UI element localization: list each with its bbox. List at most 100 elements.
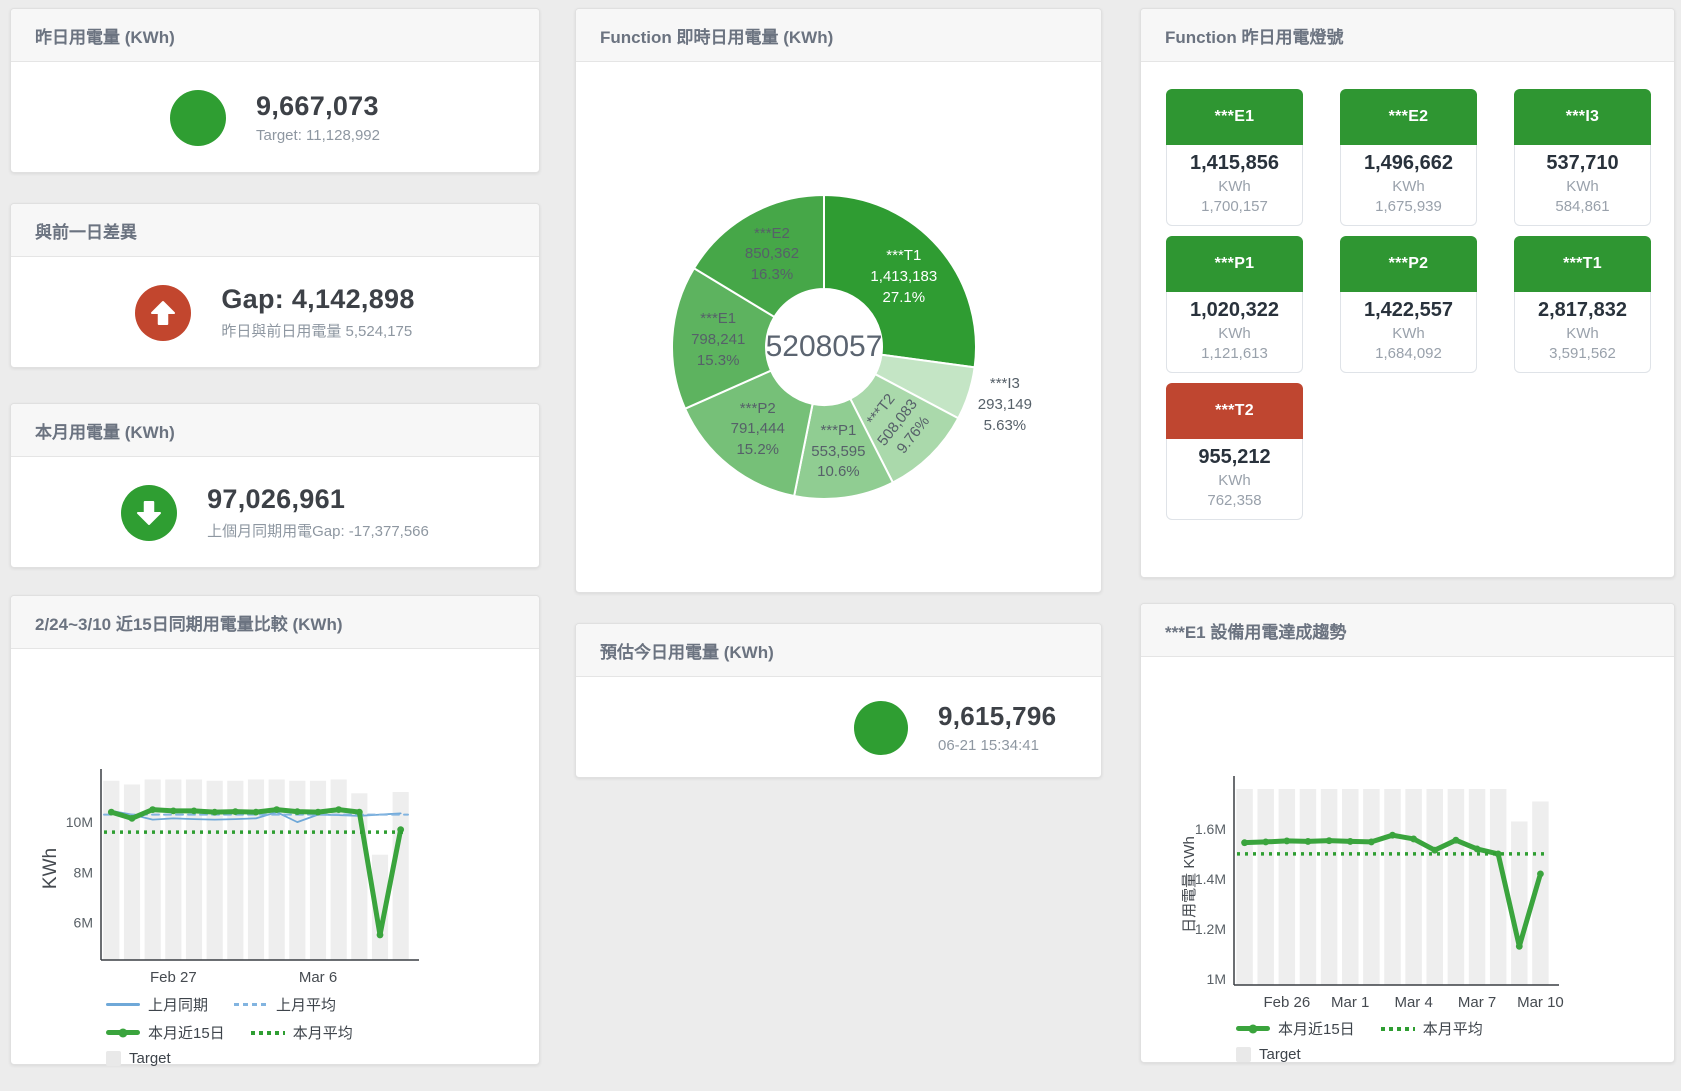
stat-timestamp: 06-21 15:34:41 — [938, 737, 1039, 754]
svg-text:KWh: KWh — [40, 848, 61, 889]
svg-text:1.2M: 1.2M — [1195, 921, 1226, 937]
tile-unit: KWh — [1566, 325, 1599, 342]
tile-target-value: 1,700,157 — [1201, 198, 1268, 215]
e1-trend-svg: 1M 1.2M 1.4M 1.6M Feb 26 Mar 1 Mar 4 Mar 7 Mar 1… — [1181, 776, 1564, 1011]
legend-item[interactable]: Target — [106, 1050, 171, 1067]
svg-text:1M: 1M — [1207, 971, 1226, 987]
pie-slice-E2[interactable] — [692, 193, 825, 319]
up-arrow-icon — [135, 284, 192, 341]
card-title: 預估今日用電量 (KWh) — [576, 624, 1101, 677]
tile-target-value: 3,591,562 — [1549, 345, 1616, 362]
card-title: Function 即時日用電量 (KWh) — [576, 9, 1101, 62]
down-arrow-icon — [121, 484, 178, 541]
tile-usage-value: 1,496,662 — [1364, 152, 1453, 174]
target-bar — [1426, 788, 1444, 985]
card-title: 本月用電量 (KWh) — [11, 404, 539, 457]
stat-body: 97,026,961 上個月同期用電Gap: -17,377,566 — [11, 457, 539, 568]
card-today-estimate: 預估今日用電量 (KWh) 9,615,796 06-21 15:34:41 — [575, 623, 1102, 778]
tile-device-name: ***I3 — [1514, 89, 1651, 145]
tile-device-name: ***T1 — [1514, 236, 1651, 292]
card-title: Function 昨日用電燈號 — [1141, 9, 1674, 62]
legend-item[interactable]: 本月近15日 — [1236, 1018, 1355, 1039]
tile-device-name: ***E1 — [1166, 89, 1303, 145]
tile-unit: KWh — [1218, 325, 1251, 342]
stat-value: 97,026,961 — [207, 484, 346, 514]
e1-trend-line-chart: 1M 1.2M 1.4M 1.6M Feb 26 Mar 1 Mar 4 Mar 7 Mar 1… — [1141, 657, 1674, 1063]
tile-usage-value: 955,212 — [1198, 446, 1271, 468]
chart-legend: 上月同期 上月平均 本月近15日 本月平均 Target — [106, 994, 539, 1067]
device-status-tile-e2: ***E2 1,496,662 KWh 1,675,939 — [1340, 89, 1477, 226]
device-status-tile-t2: ***T2 955,212 KWh 762,358 — [1166, 383, 1303, 520]
tile-usage-value: 1,415,856 — [1190, 152, 1279, 174]
card-yesterday-status-lights: Function 昨日用電燈號 ***E1 1,415,856 KWh 1,70… — [1140, 8, 1675, 578]
legend-item[interactable]: 本月平均 — [1380, 1018, 1483, 1039]
stat-subtext: 昨日與前日用電量 5,524,175 — [221, 323, 413, 340]
tile-target-value: 1,684,092 — [1375, 345, 1442, 362]
card-e1-trend: ***E1 設備用電達成趨勢 1M 1.2M 1.4M 1.6M Feb 26 Mar 1… — [1140, 603, 1675, 1063]
svg-text:6M: 6M — [74, 914, 93, 930]
svg-text:10M: 10M — [66, 814, 93, 830]
target-bar — [1447, 788, 1465, 985]
target-bar — [1405, 788, 1422, 985]
card-15day-comparison: 2/24~3/10 近15日同期用電量比較 (KWh) 6M 8M 10M Feb 2… — [10, 595, 540, 1067]
stat-value: 9,615,796 — [938, 701, 1057, 731]
svg-text:Feb 27: Feb 27 — [150, 969, 197, 985]
tile-target-value: 584,861 — [1555, 198, 1610, 215]
device-status-tile-i3: ***I3 537,710 KWh 584,861 — [1514, 89, 1651, 226]
target-bar — [1489, 788, 1507, 985]
legend-item[interactable]: 本月平均 — [250, 1022, 353, 1043]
status-circle-icon — [854, 700, 908, 755]
svg-text:Mar 1: Mar 1 — [1331, 994, 1369, 1009]
pie-slice-E1[interactable] — [671, 266, 776, 411]
target-bar — [309, 780, 327, 960]
target-bar — [247, 779, 265, 960]
target-bar — [1532, 801, 1549, 985]
compare-15d-svg: 6M 8M 10M Feb 27 Mar 6 KWh — [40, 769, 419, 986]
device-status-tile-t1: ***T1 2,817,832 KWh 3,591,562 — [1514, 236, 1651, 373]
device-status-tile-p2: ***P2 1,422,557 KWh 1,684,092 — [1340, 236, 1477, 373]
card-title: 與前一日差異 — [11, 204, 539, 257]
svg-text:8M: 8M — [74, 864, 93, 880]
card-yesterday-usage: 昨日用電量 (KWh) 9,667,073 Target: 11,128,992 — [10, 8, 540, 173]
target-bar — [1384, 788, 1401, 985]
tile-usage-value: 1,422,557 — [1364, 299, 1453, 321]
legend-item[interactable]: 本月近15日 — [106, 1022, 225, 1043]
donut-svg — [671, 193, 977, 500]
stat-body: 9,615,796 06-21 15:34:41 — [576, 677, 1101, 778]
legend-item[interactable]: 上月同期 — [106, 994, 208, 1015]
svg-text:Feb 26: Feb 26 — [1263, 994, 1310, 1009]
target-bar — [392, 792, 409, 960]
tile-unit: KWh — [1392, 325, 1425, 342]
target-bar — [123, 784, 141, 960]
target-bar — [103, 780, 120, 960]
card-title: 2/24~3/10 近15日同期用電量比較 (KWh) — [11, 596, 539, 649]
svg-text:Mar 10: Mar 10 — [1517, 994, 1564, 1009]
target-bar — [289, 780, 306, 960]
target-bar — [1299, 788, 1317, 985]
svg-text:Mar 4: Mar 4 — [1394, 994, 1432, 1009]
pie-slice-P2[interactable] — [683, 369, 814, 498]
target-bar — [1278, 788, 1296, 985]
legend-item[interactable]: Target — [1236, 1046, 1301, 1063]
tile-target-value: 762,358 — [1207, 492, 1262, 509]
tile-unit: KWh — [1218, 472, 1251, 489]
target-bar — [1511, 821, 1528, 985]
target-bar — [185, 779, 203, 960]
card-title: 昨日用電量 (KWh) — [11, 9, 539, 62]
target-bar — [1236, 788, 1253, 985]
target-bar — [1341, 788, 1359, 985]
comparison-line-chart: 6M 8M 10M Feb 27 Mar 6 KWh 上月同期 上月平均 本月近15日 本月平均 T… — [11, 649, 539, 1067]
target-bar — [1320, 788, 1338, 985]
tile-usage-value: 537,710 — [1546, 152, 1619, 174]
stat-subtext: 上個月同期用電Gap: -17,377,566 — [207, 523, 429, 540]
series-line — [110, 809, 402, 824]
stat-body: 9,667,073 Target: 11,128,992 — [11, 62, 539, 173]
device-status-tile-p1: ***P1 1,020,322 KWh 1,121,613 — [1166, 236, 1303, 373]
card-title: ***E1 設備用電達成趨勢 — [1141, 604, 1674, 657]
target-bar — [206, 780, 223, 960]
stat-value: 9,667,073 — [256, 91, 379, 121]
legend-item[interactable]: 上月平均 — [234, 994, 336, 1015]
tile-usage-value: 1,020,322 — [1190, 299, 1279, 321]
pie-slice-T1[interactable] — [823, 193, 977, 369]
tile-unit: KWh — [1392, 178, 1425, 195]
